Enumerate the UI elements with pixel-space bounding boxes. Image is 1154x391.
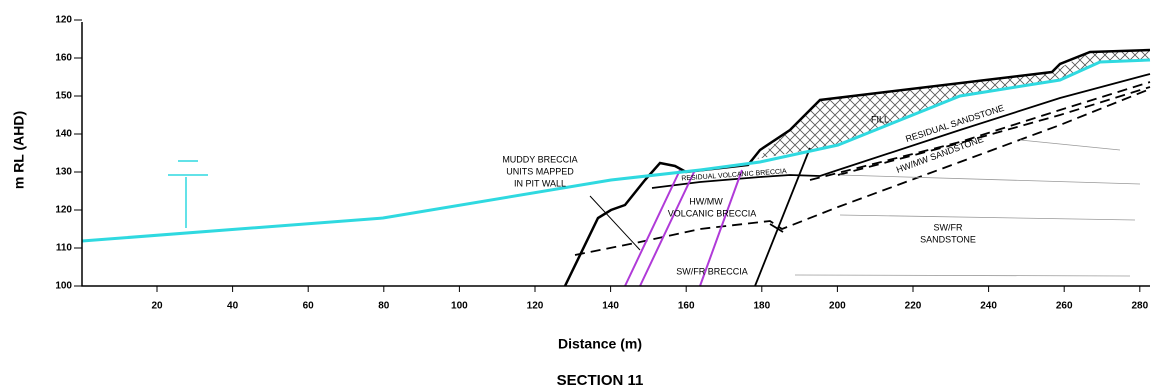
y-tick-label: 150 (55, 91, 72, 102)
title: SECTION 11 (557, 372, 644, 389)
annotation: SW/FR BRECCIA (676, 266, 748, 276)
x-tick-label: 220 (905, 301, 922, 312)
x-tick-label: 240 (980, 301, 997, 312)
annotation: IN PIT WALL (514, 178, 566, 188)
annotation: MUDDY BRECCIA (502, 154, 577, 164)
y-tick-label: 130 (55, 167, 72, 178)
annotation: UNITS MAPPED (506, 166, 574, 176)
y-axis-label: m RL (AHD) (11, 111, 27, 189)
annotation: FILL (871, 114, 889, 124)
x-tick-label: 120 (527, 301, 544, 312)
x-tick-label: 60 (303, 301, 315, 312)
water-symbol (168, 161, 208, 228)
annotation: SW/FR (934, 222, 963, 232)
x-tick-label: 80 (378, 301, 390, 312)
annotation: VOLCANIC BRECCIA (668, 208, 757, 218)
x-tick-label: 40 (227, 301, 239, 312)
annotation: SANDSTONE (920, 234, 976, 244)
y-tick-label: 110 (56, 243, 73, 254)
geology (565, 50, 1150, 286)
x-tick-label: 200 (829, 301, 846, 312)
cross-section: m RL (AHD) Distance (m) SECTION 11 MUDDY… (0, 0, 1154, 391)
y-tick-label: 120 (55, 15, 72, 26)
x-tick-label: 20 (151, 301, 163, 312)
y-tick-label: 140 (55, 129, 72, 140)
x-tick-label: 140 (602, 301, 619, 312)
x-tick-label: 160 (678, 301, 695, 312)
x-axis-label: Distance (m) (558, 336, 642, 352)
y-tick-label: 160 (55, 53, 72, 64)
annotation: HW/MW (689, 196, 723, 206)
y-tick-label: 100 (55, 281, 72, 292)
x-tick-label: 100 (451, 301, 468, 312)
y-tick-label: 120 (55, 205, 72, 216)
x-tick-label: 280 (1131, 301, 1148, 312)
x-tick-label: 260 (1056, 301, 1073, 312)
x-tick-label: 180 (753, 301, 770, 312)
